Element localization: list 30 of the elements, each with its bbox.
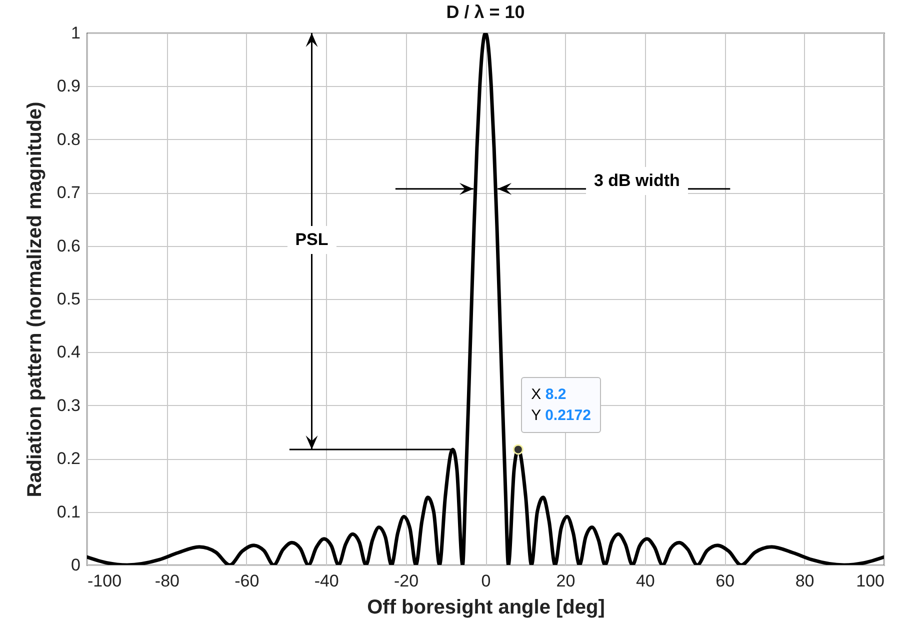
x-tick-label: 20 <box>556 572 576 590</box>
y-tick-label: 0.7 <box>56 183 80 202</box>
annotation: 3 dB width <box>586 166 688 195</box>
datatip-box: X 8.2 Y 0.2172 <box>521 377 601 434</box>
x-tick-label: -20 <box>394 572 419 590</box>
x-tick-label: 100 <box>856 572 884 590</box>
x-axis-title: Off boresight angle [deg] <box>367 596 605 618</box>
y-tick-label: 0 <box>71 556 80 574</box>
x-tick-label: 40 <box>636 572 655 590</box>
y-tick-label: 1 <box>71 24 80 42</box>
x-tick-label: -80 <box>154 572 180 590</box>
annotation: PSL <box>287 226 336 254</box>
x-tick-label: -60 <box>234 572 260 590</box>
y-tick-label: 0.1 <box>56 502 80 522</box>
chart-title: D / λ = 10 <box>446 2 525 22</box>
y-tick-label: 0.8 <box>56 130 80 149</box>
y-tick-label: 0.5 <box>56 290 80 308</box>
y-tick-label: 0.4 <box>56 342 80 362</box>
x-tick-label: -100 <box>88 572 122 590</box>
y-tick-label: 0.3 <box>56 396 80 415</box>
line-series <box>87 33 884 565</box>
x-tick-label: 80 <box>795 572 814 590</box>
y-tick-label: 0.9 <box>56 76 80 96</box>
x-tick-label: 0 <box>481 572 491 590</box>
x-tick-label: -40 <box>314 572 339 590</box>
y-tick-label: 0.6 <box>56 236 80 256</box>
x-tick-label: 60 <box>716 572 735 590</box>
annotation: X 8.2 Y 0.2172 <box>531 386 591 424</box>
y-tick-label: 0.2 <box>56 449 80 468</box>
y-axis-title: Radiation pattern (normalized magnitude) <box>24 102 46 498</box>
